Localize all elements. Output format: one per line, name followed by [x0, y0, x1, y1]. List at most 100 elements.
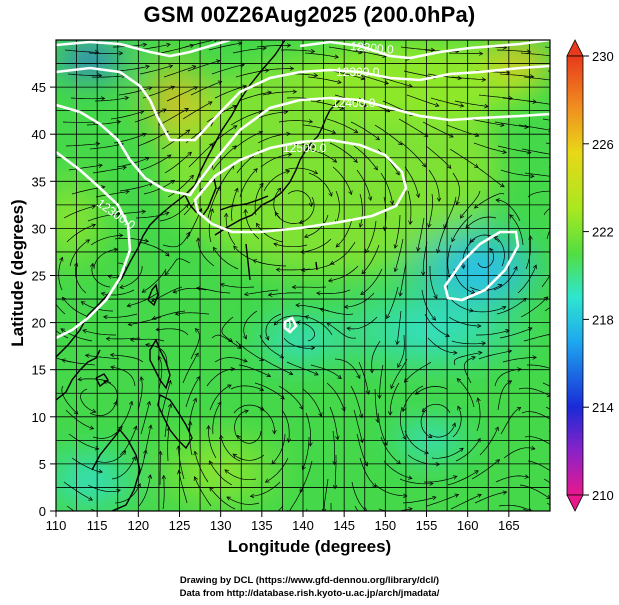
y-tick-label: 20 [32, 316, 46, 331]
streamline [353, 409, 363, 443]
streamline-arrow [477, 323, 482, 329]
streamline [453, 268, 475, 294]
streamline [143, 180, 175, 195]
streamline-arrow [274, 211, 279, 217]
streamline [420, 409, 433, 439]
streamline [380, 436, 401, 465]
contour-label-6: 0 [283, 317, 291, 334]
coast-borneo [91, 428, 141, 511]
streamline-arrow [110, 365, 115, 370]
streamline [220, 283, 255, 288]
streamline [360, 268, 383, 295]
streamline [524, 172, 550, 177]
streamline-arrow [141, 288, 147, 293]
streamline-arrow [501, 305, 507, 311]
streamline [398, 118, 428, 137]
streamline [234, 410, 249, 438]
streamline [103, 313, 138, 318]
streamline-arrow [358, 413, 364, 419]
streamline-arrow [82, 329, 87, 334]
streamline-arrow [500, 122, 505, 128]
streamline-arrow [232, 453, 238, 458]
x-tick-label: 140 [292, 518, 314, 533]
streamline [472, 306, 506, 313]
streamline-arrow [124, 95, 130, 101]
streamline-arrow [109, 352, 115, 358]
streamline-arrow [546, 495, 550, 500]
streamline-arrow [445, 332, 450, 337]
streamline [448, 316, 481, 327]
streamline-arrow [98, 469, 103, 474]
streamline-arrow [452, 475, 458, 480]
streamline-arrow [100, 185, 106, 190]
streamline-arrow [398, 140, 403, 146]
streamline [328, 46, 363, 54]
streamline-arrow [471, 356, 476, 361]
streamline-arrow [524, 474, 530, 479]
streamline-arrow [167, 403, 173, 408]
streamline [471, 459, 500, 480]
streamline-arrow [387, 411, 393, 416]
streamline-arrow [460, 264, 466, 270]
streamline [426, 494, 459, 507]
streamline [299, 196, 315, 224]
streamline-arrow [310, 48, 316, 54]
x-tick-label: 120 [127, 518, 149, 533]
streamline [496, 49, 531, 53]
streamline [66, 505, 75, 511]
streamline [415, 386, 448, 395]
streamline-arrow [141, 209, 147, 214]
streamline-arrow [61, 358, 66, 363]
streamline [389, 382, 400, 415]
streamline-arrow [556, 369, 560, 372]
x-tick-label: 155 [416, 518, 438, 533]
chart-title: GSM 00Z26Aug2025 (200.0hPa) [143, 2, 476, 27]
streamline [138, 474, 151, 507]
streamline-arrow [553, 332, 557, 336]
streamline [417, 217, 425, 252]
streamline [326, 118, 358, 133]
streamline [352, 49, 387, 57]
colorbar-tick-label: 226 [592, 137, 614, 152]
streamline [301, 262, 335, 271]
streamline-arrow [314, 371, 319, 376]
streamline [128, 316, 162, 325]
streamline [61, 385, 79, 415]
streamline-arrow [84, 353, 90, 358]
streamline [95, 190, 130, 198]
streamline [304, 52, 339, 58]
streamline [350, 121, 380, 141]
streamline-arrow [195, 237, 201, 242]
x-axis-title: Longitude (degrees) [227, 537, 392, 556]
streamline-arrow [332, 484, 338, 490]
streamline [406, 94, 439, 107]
streamline [305, 148, 337, 163]
streamline [56, 303, 66, 315]
colorbar-bottom-arrow [566, 494, 584, 512]
streamline [288, 484, 305, 511]
coast-korea [184, 177, 217, 216]
x-tick-label: 125 [169, 518, 191, 533]
streamline-arrow [166, 42, 171, 48]
streamline-arrow [214, 40, 218, 43]
streamline [450, 494, 482, 510]
streamline [542, 118, 550, 121]
streamline [263, 170, 290, 192]
streamline-arrow [267, 292, 273, 297]
streamline [407, 190, 412, 225]
streamline [423, 475, 458, 483]
streamline [452, 172, 460, 205]
streamline [443, 196, 457, 229]
credit-data: Data from http://database.rish.kyoto-u.a… [179, 588, 440, 599]
streamline-arrow [285, 169, 291, 175]
streamline-arrow [508, 96, 514, 101]
y-tick-label: 30 [32, 221, 46, 236]
streamline [287, 190, 312, 207]
x-tick-label: 110 [46, 518, 67, 533]
streamline [302, 437, 310, 470]
streamline-arrow [415, 193, 421, 199]
streamline [196, 287, 231, 294]
streamline-arrow [100, 291, 106, 297]
streamline [140, 401, 150, 435]
streamline [500, 407, 521, 435]
